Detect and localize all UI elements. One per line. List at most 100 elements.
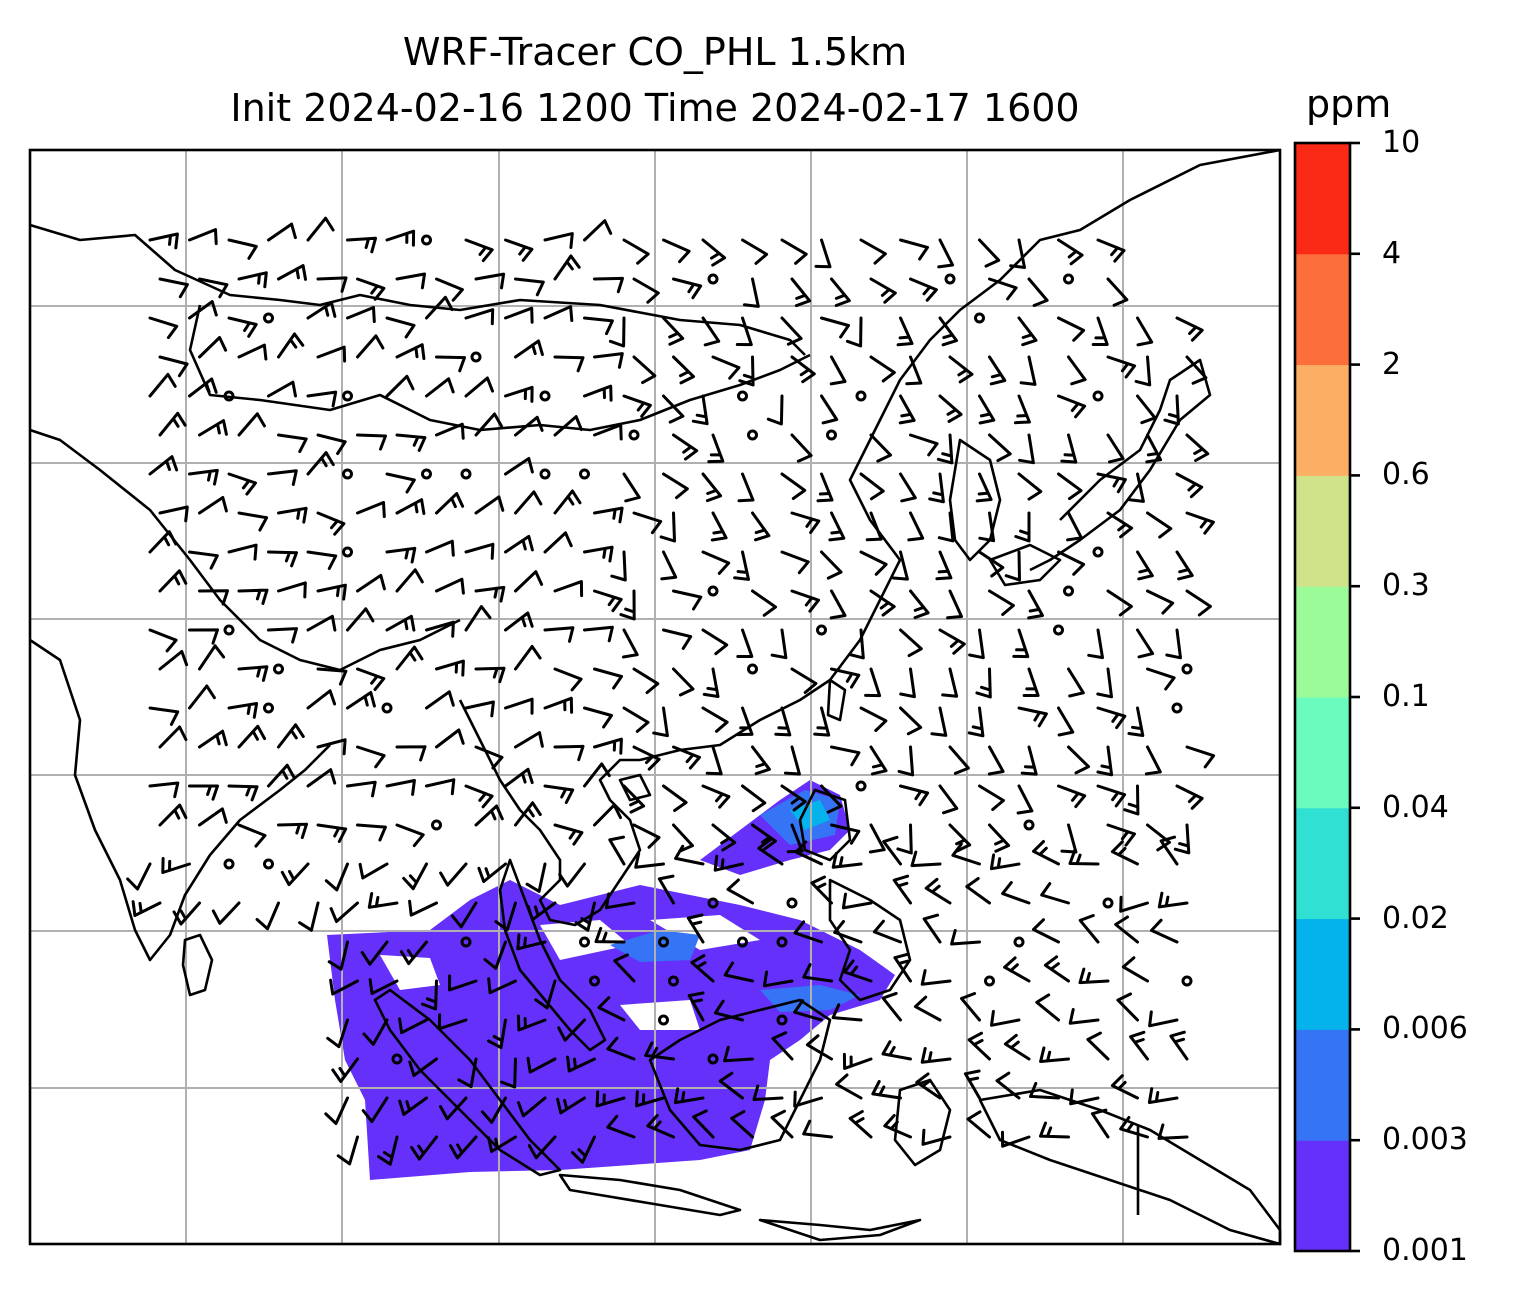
wind-barb <box>1121 956 1149 983</box>
wind-barb <box>395 745 427 762</box>
calm-wind-circle <box>776 1014 788 1026</box>
wind-barb <box>553 415 583 437</box>
wind-barb <box>362 1018 389 1046</box>
wind-barb <box>148 455 179 476</box>
wind-barb <box>1116 992 1139 1022</box>
wind-barb <box>1003 1033 1031 1061</box>
wind-barb <box>842 1052 873 1070</box>
wind-barb <box>662 784 688 812</box>
wind-barb <box>1173 823 1191 855</box>
wind-barb <box>593 276 624 294</box>
wind-barb <box>794 840 823 866</box>
wind-barb <box>859 472 885 501</box>
wind-barb <box>736 628 754 658</box>
calm-wind-circle <box>579 936 590 948</box>
wind-barb <box>395 272 426 290</box>
wind-barb <box>751 745 771 776</box>
wind-barb <box>608 835 626 866</box>
wind-barb <box>707 433 725 464</box>
calm-wind-circle <box>391 1053 403 1065</box>
wind-barb <box>938 628 966 655</box>
wind-barb <box>622 472 641 503</box>
wind-barb <box>1157 1123 1189 1140</box>
calm-wind-circle <box>707 585 719 597</box>
wind-barb <box>583 384 613 402</box>
wind-barb <box>891 550 909 581</box>
wind-barb <box>148 781 180 799</box>
wind-barb <box>336 1135 359 1166</box>
wind-barb <box>723 961 754 983</box>
wind-barb <box>385 779 416 796</box>
wind-barb <box>425 295 454 320</box>
wind-barb <box>593 589 623 613</box>
wind-barb <box>395 343 426 361</box>
wind-barb <box>148 372 177 398</box>
wind-barb <box>514 570 544 593</box>
calm-wind-circle <box>944 273 956 285</box>
wind-barb <box>691 394 709 426</box>
wind-barb <box>324 1096 349 1125</box>
wind-barb <box>816 472 834 503</box>
wind-barb <box>820 550 843 580</box>
wind-barb <box>148 628 178 653</box>
wind-barb <box>487 977 517 995</box>
wind-barb <box>1057 472 1083 501</box>
wind-barb <box>188 300 218 320</box>
wind-barb <box>1106 355 1137 379</box>
wind-barb <box>237 343 268 361</box>
wind-barb <box>331 1057 359 1083</box>
wind-barb <box>1136 550 1154 581</box>
wind-barb <box>356 334 385 359</box>
wind-barb <box>514 731 544 749</box>
wind-barb <box>1110 840 1139 866</box>
wind-barb <box>662 472 689 500</box>
wind-barb <box>316 667 348 686</box>
wind-barb <box>425 620 455 638</box>
wind-barb <box>593 803 622 827</box>
wind-barb <box>1185 433 1210 462</box>
wind-barb <box>662 238 691 264</box>
wind-barb <box>701 706 729 733</box>
wind-barb <box>1163 394 1180 426</box>
wind-barb <box>1096 706 1127 730</box>
wind-barb <box>1148 1010 1179 1028</box>
gridlines <box>30 150 1280 1244</box>
wind-barb <box>358 862 389 880</box>
wind-barb <box>306 768 337 788</box>
wind-barb <box>1009 238 1026 269</box>
wind-barb <box>316 738 347 756</box>
wind-barb <box>686 913 705 944</box>
wind-barb <box>571 1135 596 1164</box>
wind-barb <box>131 900 162 917</box>
wind-barb <box>356 501 386 518</box>
wind-barb <box>227 784 259 802</box>
taiwan <box>826 678 847 722</box>
wind-barb <box>907 511 925 542</box>
wind-barb <box>1035 993 1060 1022</box>
colorbar-segment <box>1295 697 1350 809</box>
wind-barb <box>227 472 257 496</box>
wind-barb <box>848 628 865 660</box>
wind-barb <box>267 763 296 788</box>
wind-barb <box>277 506 308 524</box>
calm-wind-circle <box>776 936 788 948</box>
wind-barb <box>845 316 863 348</box>
colorbar-tick-label: 4 <box>1382 235 1402 271</box>
wind-barb <box>1136 628 1155 659</box>
calm-wind-circle <box>855 780 867 792</box>
wind-barb <box>543 305 574 322</box>
wind-barb <box>828 511 846 542</box>
wind-barb <box>672 745 701 770</box>
wind-barb <box>583 545 614 563</box>
wind-barb <box>158 505 189 523</box>
calm-wind-circle <box>460 468 472 480</box>
japan-south <box>988 543 1062 587</box>
wind-barb <box>701 316 721 347</box>
wind-barb <box>514 490 543 515</box>
wind-barb <box>1012 628 1030 659</box>
wind-barb <box>227 702 259 719</box>
wind-barb <box>848 1110 873 1139</box>
calm-wind-circle <box>1023 819 1035 831</box>
wind-barb <box>810 875 833 905</box>
wind-barb <box>859 550 888 576</box>
